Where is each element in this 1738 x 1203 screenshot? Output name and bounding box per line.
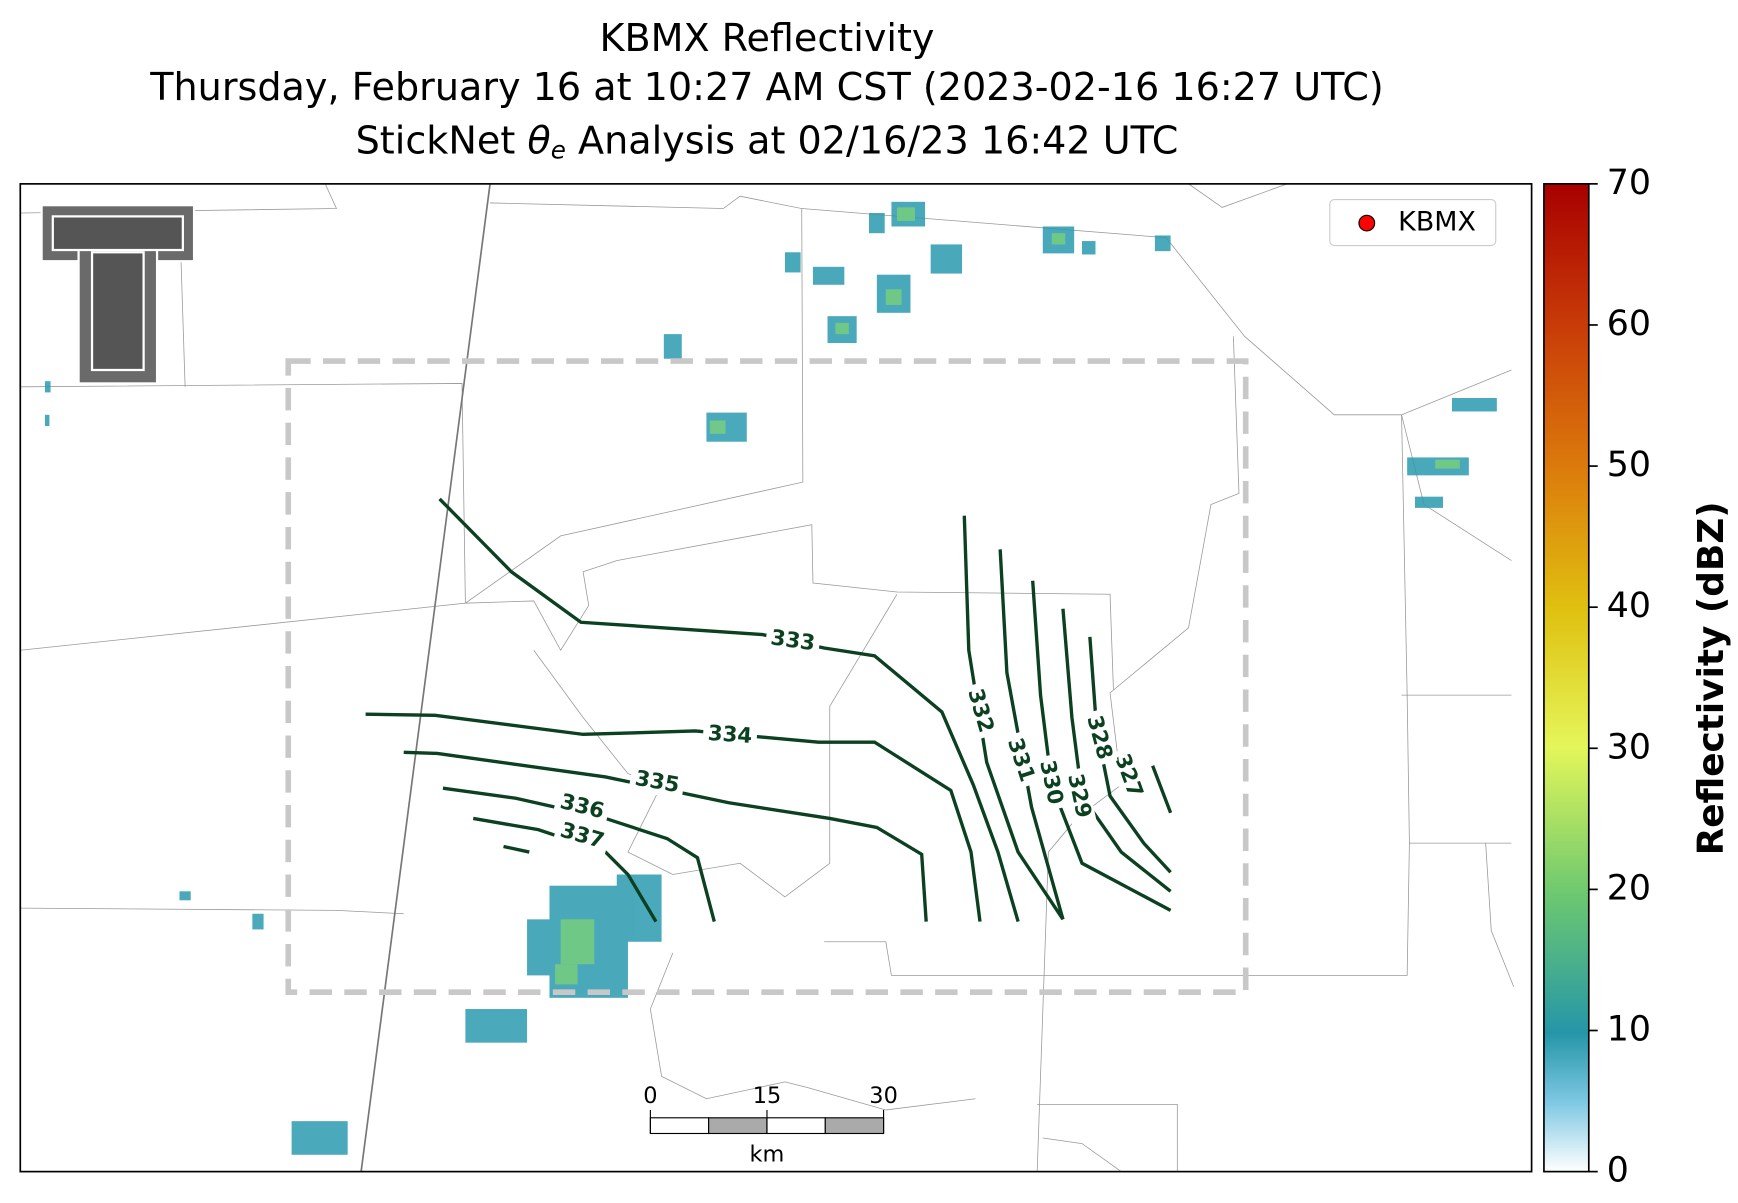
colorbar-tick-label: 70 [1607,163,1651,203]
map-frame [19,183,1533,1173]
contour-label-bg [552,817,612,856]
contour-label-bg [1032,753,1069,812]
scale-segment [649,1117,710,1135]
legend-marker [1358,214,1376,232]
contour-line [962,515,1065,921]
title-line: Thursday, February 16 at 10:27 AM CST (2… [149,65,1383,109]
scale-unit: km [750,1141,785,1167]
legend-box [1329,199,1497,247]
contour-line [472,816,658,923]
contour-line [438,497,1020,923]
scale-segment [824,1117,885,1135]
colorbar-label: Reflectivity (dBZ) [1691,501,1732,855]
state-line [360,183,491,1172]
contour-line [403,750,928,922]
colorbar-tick-label: 10 [1607,1010,1651,1050]
contour-label-bg [1107,746,1149,806]
contour-line [503,844,530,854]
scale-tick-label: 30 [869,1083,898,1109]
contour-line [442,786,716,923]
contour-label: 334 [707,721,753,749]
colorbar-tick-label: 30 [1607,727,1651,767]
scale-segment [708,1117,768,1135]
contour-label-bg [628,765,686,800]
contour-label-bg [552,788,612,826]
contour-label-bg [1060,767,1097,825]
scale-segment [766,1117,826,1135]
contour-label: 333 [769,625,817,656]
county-lines [20,183,1515,1172]
contour-label-bg [960,681,1000,741]
legend-label: KBMX [1398,207,1476,238]
scale-tick-label: 15 [753,1083,782,1109]
contour-label-bg [1000,730,1041,790]
colorbar-tick-label: 40 [1607,586,1651,626]
contour-line [365,712,982,922]
scale-bar: 0 15 30 km [643,1083,898,1167]
scale-tick-label: 0 [643,1083,657,1109]
contour-line [1088,636,1172,874]
analysis-domain [285,358,1249,996]
contour-label-bg [764,625,822,658]
title-line: StickNet θe Analysis at 02/16/23 16:42 U… [356,118,1179,164]
contour-line [1151,765,1173,814]
colorbar-tick-label: 60 [1607,304,1651,344]
contour-label-bg [1079,708,1118,767]
radar-echoes [44,201,1497,1155]
legend: KBMX [1329,199,1497,247]
contour-label-bg [702,721,758,750]
title-line: KBMX Reflectivity [599,16,934,60]
logo [40,204,196,385]
colorbar-tick-label: 50 [1607,445,1651,485]
colorbar-tick-label: 0 [1607,1151,1629,1191]
colorbar: Reflectivity (dBZ) 0 10 20 30 40 50 60 70 [1543,163,1732,1191]
colorbar-tick-label: 20 [1607,868,1651,908]
colorbar-ramp [1543,183,1590,1173]
